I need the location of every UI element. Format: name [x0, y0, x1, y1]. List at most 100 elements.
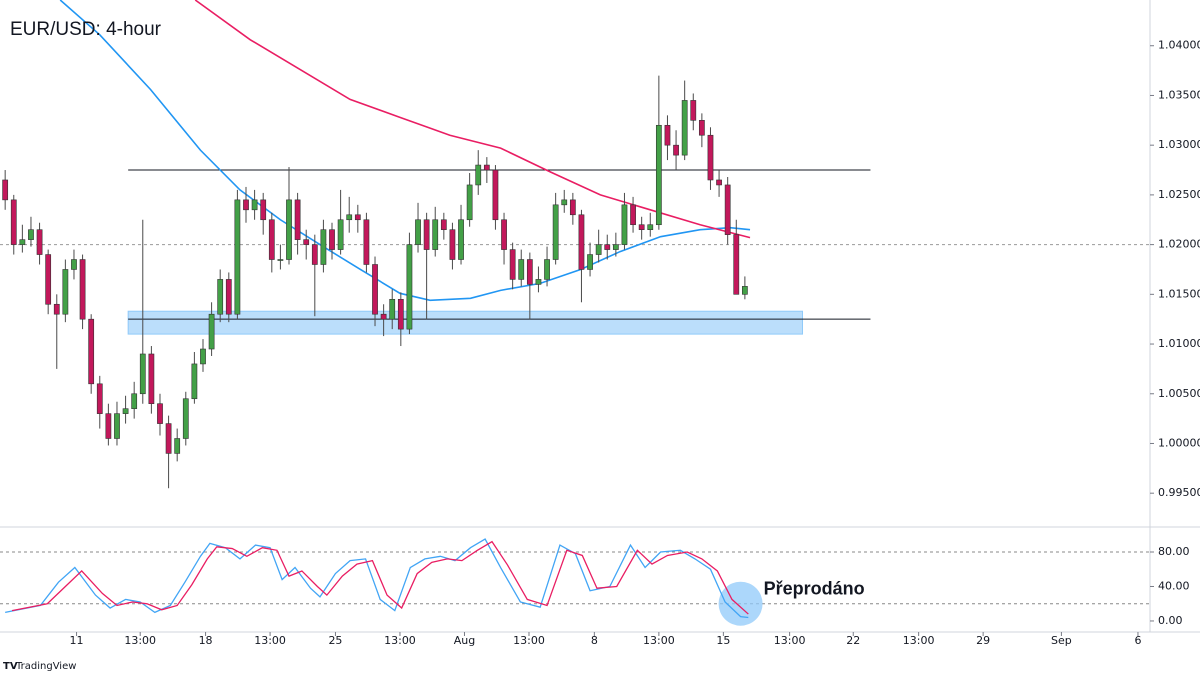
y-tick-label: 80.00: [1158, 545, 1190, 558]
x-tick-label: 8: [591, 634, 598, 647]
annotation-label: Přeprodáno: [764, 578, 865, 598]
price-pane: 0.99500 1.00000 1.00500 1.01000 1.01500 1.020…: [0, 0, 1200, 647]
y-tick-label: 0.00: [1158, 614, 1183, 627]
x-tick-label: 29: [976, 634, 990, 647]
candle-body: [45, 254, 52, 305]
candle-body: [88, 318, 95, 385]
candle-body: [604, 244, 611, 250]
candle-body: [200, 348, 206, 365]
candle-body: [569, 199, 576, 216]
x-tick-label: 6: [1134, 634, 1141, 647]
candle-body: [71, 259, 77, 270]
candle-body: [114, 413, 120, 439]
candle-body: [131, 393, 138, 409]
candle-body: [578, 214, 585, 270]
x-tick-label: 22: [846, 634, 860, 647]
candle-body: [62, 269, 69, 315]
candle-body: [406, 244, 413, 330]
candle-body: [363, 219, 370, 265]
candle-body: [681, 100, 688, 156]
candle-body: [612, 244, 619, 250]
y-tick-label: 1.01500: [1158, 287, 1200, 300]
candle-body: [53, 303, 60, 315]
candle-body: [225, 279, 232, 315]
candle-body: [647, 224, 654, 230]
y-tick-label: 1.03000: [1158, 138, 1200, 151]
x-tick-label: Sep: [1051, 634, 1072, 647]
candle-body: [716, 179, 722, 186]
candle-body: [217, 279, 224, 315]
x-tick-label: 13:00: [643, 634, 675, 647]
candle-body: [243, 199, 249, 211]
y-tick-label: 1.02000: [1158, 238, 1200, 251]
candle-body: [105, 413, 112, 439]
candle-body: [165, 423, 172, 454]
x-tick-label: 13:00: [384, 634, 416, 647]
candle-body: [96, 383, 103, 414]
candle-body: [526, 259, 533, 285]
candle-body: [733, 234, 740, 295]
candle-body: [277, 259, 284, 261]
candle-body: [174, 438, 181, 454]
candle-body: [698, 120, 705, 136]
candle-body: [595, 244, 602, 255]
candle-body: [492, 169, 499, 221]
x-tick-label: 11: [70, 634, 84, 647]
candle-body: [286, 199, 292, 260]
candle-body: [354, 214, 361, 221]
candle-body: [372, 264, 378, 315]
candle-body: [397, 298, 404, 330]
stochastic-line: [11, 540, 749, 615]
candle-body: [122, 408, 129, 414]
candle-body: [449, 229, 456, 260]
candle-body: [10, 199, 17, 245]
candle-body: [673, 144, 679, 156]
candle-body: [509, 249, 516, 280]
candle-body: [36, 229, 43, 255]
y-tick-label: 1.03500: [1158, 88, 1200, 101]
candle-body: [311, 244, 318, 265]
candle-body: [630, 204, 636, 226]
candle-body: [741, 286, 748, 295]
x-tick-label: 25: [328, 634, 342, 647]
candle-body: [28, 229, 34, 240]
candle-body: [346, 214, 353, 221]
candle-body: [638, 224, 645, 230]
y-tick-label: 1.04000: [1158, 39, 1200, 52]
candle-body: [501, 219, 507, 250]
brand: TradingView: [15, 661, 76, 672]
y-tick-label: 40.00: [1158, 579, 1190, 592]
x-tick-label: 15: [716, 634, 730, 647]
stochastic-line: [5, 538, 749, 619]
candle-body: [294, 199, 301, 240]
chart-title: EUR/USD: 4-hour: [10, 19, 162, 40]
candle-body: [466, 184, 473, 221]
y-tick-label: 1.02500: [1158, 188, 1200, 201]
candle-body: [303, 239, 310, 245]
x-tick-label: 13:00: [774, 634, 806, 647]
y-tick-label: 1.00500: [1158, 387, 1200, 400]
candle-body: [724, 184, 731, 235]
candle-body: [389, 298, 396, 320]
candle-body: [182, 398, 189, 439]
brand-logo: TV: [3, 661, 18, 672]
candle-body: [475, 164, 482, 186]
candle-body: [440, 219, 447, 230]
y-tick-label: 1.01000: [1158, 337, 1200, 350]
candle-body: [483, 164, 490, 171]
candle-body: [415, 219, 421, 245]
candle-body: [535, 279, 542, 285]
candle-body: [561, 199, 568, 206]
candle-body: [518, 259, 525, 280]
y-tick-label: 0.99500: [1158, 486, 1200, 499]
candle-body: [79, 259, 86, 320]
candle-body: [707, 134, 714, 181]
candle-body: [320, 229, 327, 265]
candle-body: [587, 254, 593, 270]
candle-body: [148, 353, 155, 405]
oscillator-pane: 0.00 40.00 80.00 Přeprodáno: [0, 538, 1190, 627]
candle-body: [552, 204, 559, 260]
candle-body: [251, 199, 258, 211]
x-tick-label: 13:00: [254, 634, 286, 647]
